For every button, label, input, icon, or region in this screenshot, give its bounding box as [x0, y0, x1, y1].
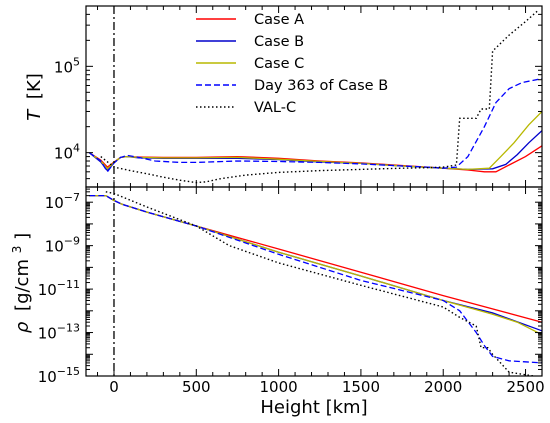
density-series-line-5	[105, 191, 534, 377]
x-tick-label: 1500	[342, 378, 380, 396]
density-series-line-4	[89, 194, 543, 364]
legend-label-3: Case C	[254, 56, 304, 72]
x-tick-label: 500	[182, 378, 211, 396]
legend-label-5: VAL-C	[254, 100, 296, 116]
y-tick-label: 10−11	[38, 278, 80, 299]
x-tick-label: 2000	[424, 378, 462, 396]
x-tick-label: 0	[109, 378, 119, 396]
temperature-series-line-4	[88, 77, 543, 173]
density-axis-unit-suffix: ]	[12, 233, 33, 240]
y-tick-label: 10−15	[38, 365, 80, 386]
y-tick-label: 10−13	[38, 322, 80, 343]
temperature-panel: 104 105 T [K] Case A Case B Case C Day 363 o…	[24, 5, 543, 188]
y-tick-label: 104	[54, 142, 80, 163]
density-series-line-3	[89, 194, 543, 336]
x-tick-label: 1000	[260, 378, 298, 396]
density-series-group	[89, 191, 543, 377]
legend-label-2: Case B	[254, 34, 304, 50]
temperature-axis-label: T [K]	[24, 73, 45, 121]
density-axis-label: ρ [g/cm 3 ]	[10, 233, 33, 333]
y-tick-label: 10−7	[45, 191, 80, 212]
temperature-series-line-2	[88, 130, 543, 172]
temperature-plot-frame	[85, 5, 543, 188]
temperature-ticks: 104 105	[54, 5, 543, 188]
y-tick-label: 105	[54, 55, 80, 76]
y-tick-label: 10−9	[45, 235, 80, 256]
legend: Case A Case B Case C Day 363 of Case B VAL-C	[196, 12, 388, 116]
x-tick-label: 2500	[506, 378, 544, 396]
legend-label-1: Case A	[254, 12, 304, 28]
density-ticks: 10−7 10−9 10−11 10−13 10−15 0 500 1000 1500 2000 2…	[38, 186, 545, 396]
temperature-series-group	[88, 9, 543, 184]
density-axis-unit-prefix: [g/cm	[12, 259, 33, 311]
height-axis-label: Height [km]	[260, 397, 367, 418]
density-plot-frame	[85, 186, 543, 377]
temperature-axis-variable: T	[24, 108, 45, 121]
density-axis-variable: ρ	[12, 321, 33, 333]
density-axis-unit-exponent: 3	[10, 246, 24, 254]
temperature-series-line-5	[100, 9, 540, 184]
density-panel: 10−7 10−9 10−11 10−13 10−15 0 500 1000 1500 2000 2…	[10, 186, 545, 418]
temperature-axis-unit: [K]	[24, 73, 45, 99]
legend-label-4: Day 363 of Case B	[254, 78, 388, 94]
